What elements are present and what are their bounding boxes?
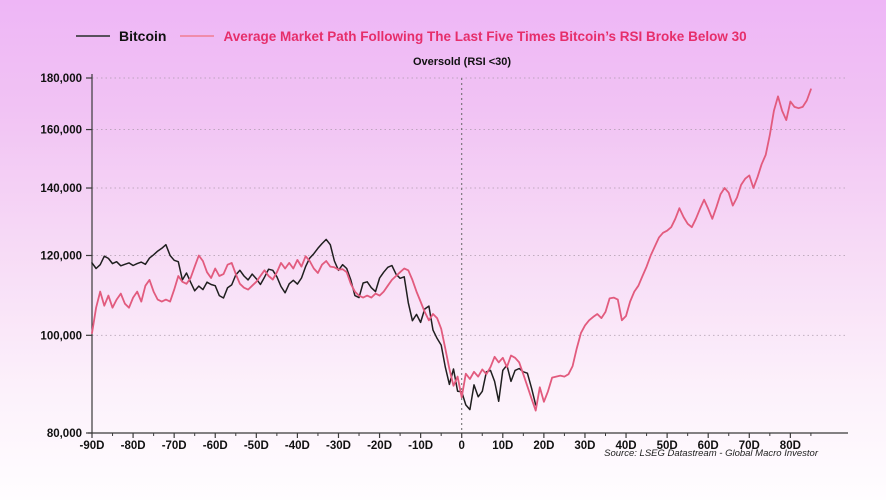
source-attribution: Source: LSEG Datastream - Global Macro I… [604, 448, 818, 459]
legend-item-bitcoin: Bitcoin [76, 28, 166, 44]
average-path-line-swatch-icon [180, 35, 215, 37]
svg-text:10D: 10D [492, 440, 513, 452]
series-bitcoin-path [91, 238, 537, 411]
y-axis-ticks: 80,000 100,000 120,000 140,000 160,000 180,00… [40, 73, 92, 440]
axes [88, 74, 848, 434]
svg-text:140,000: 140,000 [40, 183, 82, 195]
oversold-annotation: Oversold (RSI <30) [412, 56, 512, 68]
svg-text:-40D: -40D [285, 440, 310, 452]
svg-text:70D: 70D [739, 440, 760, 452]
legend-item-average-path: Average Market Path Following The Last F… [180, 28, 747, 44]
legend-label-average-path: Average Market Path Following The Last F… [223, 28, 747, 44]
svg-text:100,000: 100,000 [40, 330, 82, 342]
svg-text:-10D: -10D [408, 440, 433, 452]
x-axis-ticks: -90D -80D -70D -60D -50D -40D -30D -20D -10D 0 10D… [80, 433, 812, 452]
svg-text:-60D: -60D [203, 440, 228, 452]
svg-text:40D: 40D [615, 440, 636, 452]
svg-text:120,000: 120,000 [40, 251, 82, 263]
svg-text:-80D: -80D [121, 440, 146, 452]
svg-text:50D: 50D [657, 440, 678, 452]
series-average-path [91, 88, 812, 412]
chart-legend: Bitcoin Average Market Path Following Th… [76, 28, 747, 44]
svg-text:60D: 60D [698, 440, 719, 452]
svg-text:80,000: 80,000 [47, 428, 82, 440]
svg-text:-70D: -70D [162, 440, 187, 452]
legend-label-bitcoin: Bitcoin [119, 28, 167, 44]
svg-text:160,000: 160,000 [40, 125, 82, 137]
bitcoin-line-swatch-icon [76, 35, 110, 37]
svg-text:-90D: -90D [80, 440, 105, 452]
svg-text:0: 0 [459, 440, 465, 452]
svg-text:30D: 30D [574, 440, 595, 452]
svg-text:180,000: 180,000 [40, 73, 82, 85]
svg-text:-20D: -20D [367, 440, 392, 452]
svg-text:-50D: -50D [244, 440, 269, 452]
svg-text:20D: 20D [533, 440, 554, 452]
svg-text:-30D: -30D [326, 440, 351, 452]
y-gridlines [92, 77, 848, 336]
svg-text:80D: 80D [780, 440, 801, 452]
